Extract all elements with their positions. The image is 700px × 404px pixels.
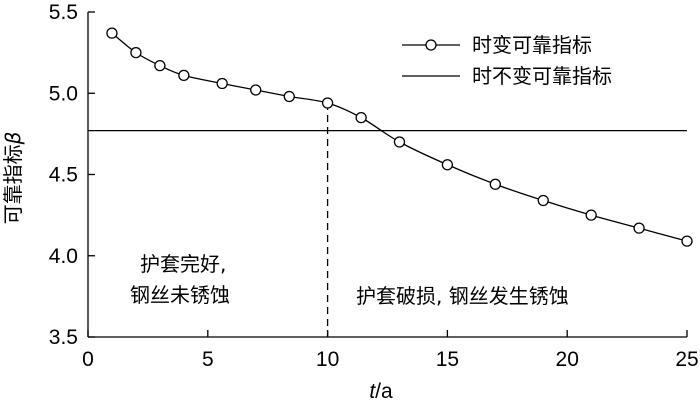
y-axis-ticks: 3.5 4.0 4.5 5.0 5.5 (49, 1, 95, 349)
x-axis-ticks: 0 5 10 15 20 25 (82, 330, 699, 371)
data-point (441, 159, 454, 171)
data-point (283, 90, 295, 103)
legend: 时变可靠指标 时不变可靠指标 (402, 33, 612, 88)
x-tick-label: 25 (675, 348, 698, 371)
y-axis-title-text: 可靠指标 (1, 144, 25, 224)
annotation-damaged: 护套破损, 钢丝发生锈蚀 (356, 284, 569, 308)
x-tick-label: 10 (316, 348, 339, 371)
legend-marker-time-variant (425, 39, 437, 51)
data-point (537, 194, 549, 207)
x-tick-label: 0 (82, 348, 94, 371)
annotation-intact-line2: 钢丝未锈蚀 (130, 283, 230, 307)
data-point (178, 69, 190, 82)
time-variant-line (111, 32, 688, 242)
y-axis-title-symbol: β (1, 131, 25, 145)
y-tick-label: 5.5 (49, 1, 78, 24)
data-point (393, 136, 406, 148)
x-axis-title: t/a (369, 380, 393, 403)
data-point (130, 46, 142, 59)
y-tick-label: 5.0 (49, 82, 78, 105)
x-tick-label: 20 (556, 348, 579, 371)
data-point (321, 97, 334, 109)
data-point (585, 209, 597, 221)
data-point (250, 84, 262, 96)
data-point (489, 178, 501, 190)
x-tick-label: 5 (202, 348, 214, 371)
data-point (216, 77, 228, 90)
data-point (106, 27, 118, 39)
annotation-intact-line1: 护套完好, (140, 252, 226, 276)
x-axis-title-unit: /a (375, 380, 393, 403)
data-point (633, 222, 645, 234)
x-axis-title-var: t (369, 380, 376, 403)
x-tick-label: 15 (436, 348, 459, 371)
y-tick-label: 4.0 (49, 245, 78, 268)
y-tick-label: 3.5 (49, 326, 78, 349)
y-tick-label: 4.5 (49, 164, 78, 187)
legend-label-time-variant: 时变可靠指标 (472, 33, 592, 57)
y-axis-title: 可靠指标β (1, 131, 25, 224)
legend-label-time-invariant: 时不变可靠指标 (472, 64, 612, 88)
data-point (355, 111, 367, 124)
data-point (154, 59, 166, 72)
time-variant-markers (106, 27, 693, 247)
data-point (681, 235, 693, 247)
